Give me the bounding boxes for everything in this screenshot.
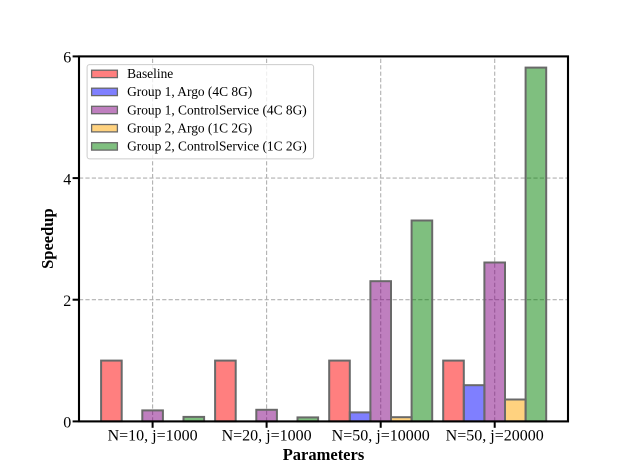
- svg-text:N=20, j=1000: N=20, j=1000: [222, 428, 312, 445]
- svg-text:6: 6: [63, 50, 71, 67]
- svg-text:2: 2: [63, 293, 71, 310]
- svg-text:0: 0: [63, 415, 71, 432]
- svg-text:Baseline: Baseline: [127, 66, 173, 81]
- svg-text:N=10, j=1000: N=10, j=1000: [108, 428, 198, 445]
- svg-text:N=50, j=10000: N=50, j=10000: [332, 428, 430, 445]
- svg-text:Group 1, Argo (4C 8G): Group 1, Argo (4C 8G): [127, 84, 252, 99]
- svg-text:Group 1, ControlService (4C 8G: Group 1, ControlService (4C 8G): [127, 102, 307, 117]
- svg-text:4: 4: [63, 171, 71, 188]
- svg-text:Group 2, ControlService (1C 2G: Group 2, ControlService (1C 2G): [127, 139, 307, 154]
- svg-text:N=50, j=20000: N=50, j=20000: [446, 428, 544, 445]
- svg-text:Group 2, Argo (1C 2G): Group 2, Argo (1C 2G): [127, 121, 252, 136]
- svg-text:Parameters: Parameters: [283, 445, 365, 464]
- svg-text:Speedup: Speedup: [38, 208, 57, 269]
